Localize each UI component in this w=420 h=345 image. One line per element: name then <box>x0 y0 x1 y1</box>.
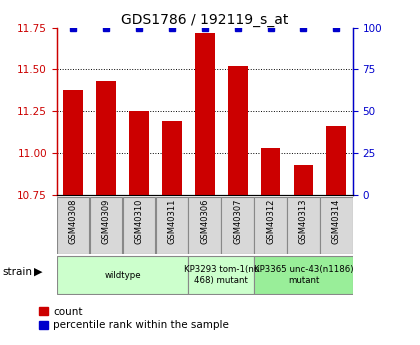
Title: GDS1786 / 192119_s_at: GDS1786 / 192119_s_at <box>121 12 289 27</box>
Text: wildtype: wildtype <box>104 270 141 280</box>
Bar <box>228 66 247 195</box>
Bar <box>261 148 281 195</box>
Text: GSM40307: GSM40307 <box>233 199 242 244</box>
Bar <box>129 111 149 195</box>
Bar <box>287 197 320 254</box>
Bar <box>326 126 346 195</box>
Bar <box>90 197 122 254</box>
Text: KP3365 unc-43(n1186)
mutant: KP3365 unc-43(n1186) mutant <box>254 265 353 285</box>
Bar <box>123 197 155 254</box>
Bar <box>96 81 116 195</box>
Text: KP3293 tom-1(nu
468) mutant: KP3293 tom-1(nu 468) mutant <box>184 265 259 285</box>
Text: GSM40311: GSM40311 <box>167 199 176 244</box>
Bar <box>57 256 188 294</box>
Text: GSM40310: GSM40310 <box>134 199 144 244</box>
Text: GSM40312: GSM40312 <box>266 199 275 244</box>
Bar <box>254 256 353 294</box>
Bar <box>195 33 215 195</box>
Text: GSM40314: GSM40314 <box>332 199 341 244</box>
Text: GSM40308: GSM40308 <box>68 199 78 244</box>
Bar <box>294 165 313 195</box>
Bar <box>254 197 287 254</box>
Legend: count, percentile rank within the sample: count, percentile rank within the sample <box>39 307 229 330</box>
Bar <box>320 197 353 254</box>
Text: ▶: ▶ <box>34 267 43 277</box>
Text: strain: strain <box>2 267 32 277</box>
Text: GSM40313: GSM40313 <box>299 199 308 244</box>
Text: GSM40309: GSM40309 <box>102 199 110 244</box>
Text: GSM40306: GSM40306 <box>200 199 209 244</box>
Bar <box>221 197 254 254</box>
Bar <box>57 197 89 254</box>
Bar <box>162 121 182 195</box>
Bar <box>63 89 83 195</box>
Bar <box>155 197 188 254</box>
Bar <box>189 197 221 254</box>
Bar <box>189 256 254 294</box>
